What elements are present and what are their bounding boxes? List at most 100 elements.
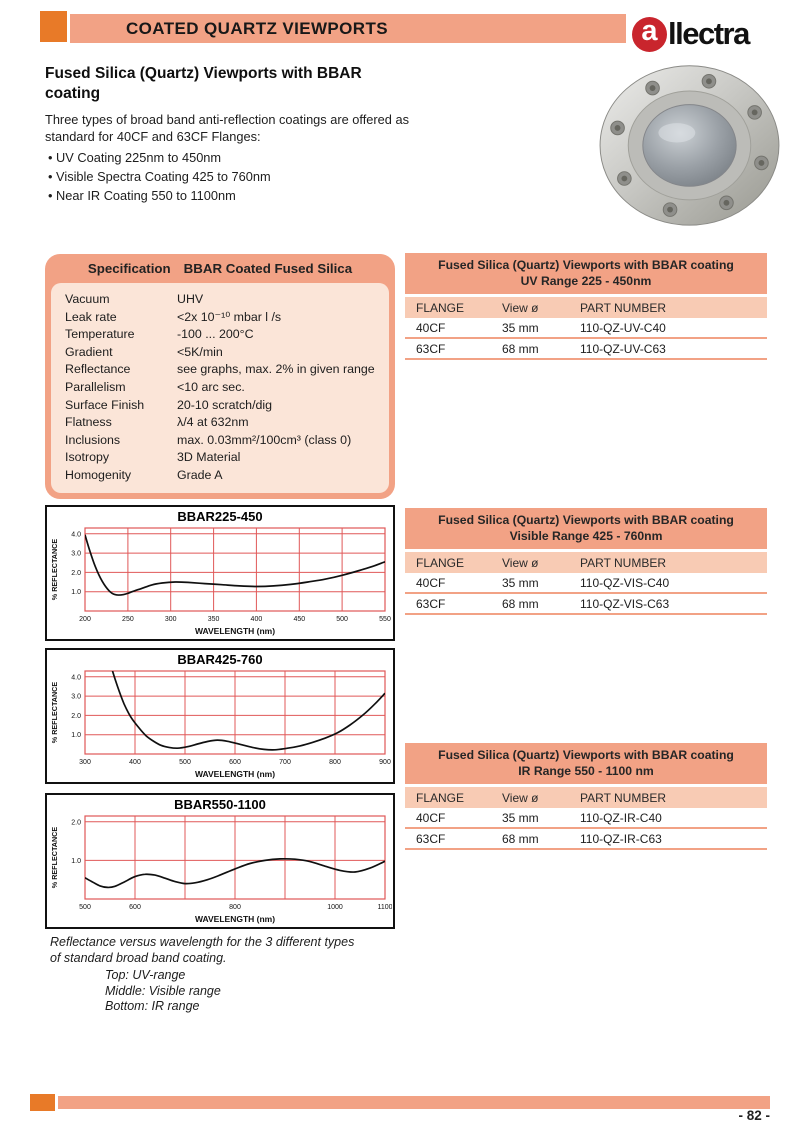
spec-row: Surface Finish 20-10 scratch/dig (65, 397, 379, 415)
cell-view-diameter: 68 mm (502, 341, 539, 356)
svg-text:200: 200 (79, 616, 91, 623)
spec-label: Temperature (65, 327, 135, 342)
coating-bullet-list: UV Coating 225nm to 450nm Visible Spectr… (48, 148, 271, 205)
spec-label: Leak rate (65, 309, 117, 324)
svg-text:1000: 1000 (327, 904, 343, 911)
chart-visible-plot: 1.0 2.0 3.0 4.0 300 400 500 600 700 800 900 WAVELEN… (48, 667, 393, 779)
spec-value: max. 0.03mm²/100cm³ (class 0) (177, 432, 352, 447)
spec-box-title: Specification BBAR Coated Fused Silica (45, 254, 395, 283)
svg-text:1.0: 1.0 (71, 732, 81, 739)
spec-title-left: Specification (87, 261, 171, 276)
svg-text:4.0: 4.0 (71, 531, 81, 538)
chart-title: BBAR550-1100 (174, 797, 266, 812)
spec-label: Isotropy (65, 450, 110, 465)
cell-view-diameter: 35 mm (502, 575, 539, 590)
spec-value: 3D Material (177, 450, 241, 465)
spec-label: Inclusions (65, 432, 121, 447)
svg-text:1.0: 1.0 (71, 589, 81, 596)
svg-text:2.0: 2.0 (71, 819, 81, 826)
figure-caption: Reflectance versus wavelength for the 3 … (50, 934, 354, 966)
bullet-item: UV Coating 225nm to 450nm (48, 148, 271, 167)
svg-text:300: 300 (79, 759, 91, 766)
chart-ir-box: BBAR550-1100 1.0 2.0 500 600 800 1000 1100 WAVE… (45, 793, 395, 929)
svg-text:350: 350 (208, 616, 220, 623)
spec-label: Surface Finish (65, 397, 145, 412)
chart-title: BBAR225-450 (177, 509, 263, 524)
table-row: 40CF 35 mm 110-QZ-UV-C40 (405, 318, 767, 339)
cell-part-number: 110-QZ-VIS-C63 (580, 596, 670, 611)
chart-uv-plot: 1.0 2.0 3.0 4.0 200 250 300 350 400 450 500 550 WAVE… (48, 524, 393, 636)
table-row: 63CF 68 mm 110-QZ-VIS-C63 (405, 594, 767, 615)
col-part-number: PART NUMBER (580, 300, 667, 315)
svg-text:800: 800 (329, 759, 341, 766)
spec-row: Temperature -100 ... 200°C (65, 326, 379, 344)
col-part-number: PART NUMBER (580, 555, 667, 570)
table-title-line2: UV Range 225 - 450nm (520, 273, 652, 288)
svg-text:2.0: 2.0 (71, 713, 81, 720)
flange-photo (599, 65, 780, 226)
caption-sub-line: Top: UV-range (105, 968, 186, 982)
col-view-diameter: View ø (502, 300, 539, 315)
spec-value: λ/4 at 632nm (177, 415, 249, 430)
spec-label: Flatness (65, 415, 112, 430)
spec-label: Parallelism (65, 379, 126, 394)
spec-box-body: Vacuum UHV Leak rate <2x 10⁻¹⁰ mbar l /s T… (51, 283, 389, 493)
cell-part-number: 110-QZ-IR-C40 (580, 810, 662, 825)
svg-text:% REFLECTANCE: % REFLECTANCE (50, 539, 59, 601)
caption-line: of standard broad band coating. (50, 951, 227, 965)
logo-text: llectra (668, 16, 750, 51)
spec-value: see graphs, max. 2% in given range (177, 362, 375, 377)
svg-text:4.0: 4.0 (71, 674, 81, 681)
chart-uv-box: BBAR225-450 1.0 2.0 3.0 4.0 200 250 300 350 400 4… (45, 505, 395, 641)
table-title-line1: Fused Silica (Quartz) Viewports with BBA… (438, 258, 734, 272)
svg-text:500: 500 (336, 616, 348, 623)
svg-text:800: 800 (229, 904, 241, 911)
cell-view-diameter: 35 mm (502, 810, 539, 825)
spec-value: UHV (177, 292, 204, 306)
svg-text:1100: 1100 (377, 904, 392, 911)
spec-value: -100 ... 200°C (177, 327, 254, 342)
spec-label: Vacuum (65, 292, 110, 306)
svg-text:400: 400 (129, 759, 141, 766)
caption-sub-line: Middle: Visible range (105, 983, 221, 998)
caption-sub-line: Bottom: IR range (105, 999, 200, 1013)
cell-flange: 40CF (416, 320, 446, 335)
svg-text:WAVELENGTH (nm): WAVELENGTH (nm) (195, 769, 275, 779)
spec-value: <5K/min (177, 344, 223, 359)
table-title-line2: IR Range 550 - 1100 nm (518, 763, 654, 778)
chart-title: BBAR425-760 (177, 652, 263, 667)
table-visible: Fused Silica (Quartz) Viewports with BBA… (405, 508, 767, 615)
svg-text:1.0: 1.0 (71, 858, 81, 865)
table-title-line1: Fused Silica (Quartz) Viewports with BBA… (438, 513, 734, 527)
page-header-bar: COATED QUARTZ VIEWPORTS (70, 14, 626, 43)
allectra-logo: a llectra (632, 15, 750, 52)
col-flange: FLANGE (416, 790, 465, 805)
table-uv: Fused Silica (Quartz) Viewports with BBA… (405, 253, 767, 360)
cell-flange: 63CF (416, 831, 446, 846)
spec-row: Isotropy 3D Material (65, 449, 379, 467)
logo-initial: a (641, 15, 658, 47)
table-title-line2: Visible Range 425 - 760nm (509, 528, 663, 543)
cell-flange: 40CF (416, 575, 446, 590)
svg-text:WAVELENGTH (nm): WAVELENGTH (nm) (195, 914, 275, 924)
spec-value: Grade A (177, 467, 223, 482)
svg-text:700: 700 (279, 759, 291, 766)
svg-text:600: 600 (229, 759, 241, 766)
spec-row: Leak rate <2x 10⁻¹⁰ mbar l /s (65, 309, 379, 327)
cell-flange: 63CF (416, 341, 446, 356)
cell-part-number: 110-QZ-UV-C40 (580, 320, 666, 335)
page-number: - 82 - (738, 1108, 770, 1123)
cell-part-number: 110-QZ-UV-C63 (580, 341, 666, 356)
svg-text:500: 500 (79, 904, 91, 911)
col-part-number: PART NUMBER (580, 790, 667, 805)
spec-label: Homogenity (65, 467, 132, 482)
cell-view-diameter: 68 mm (502, 596, 539, 611)
table-title: Fused Silica (Quartz) Viewports with BBA… (405, 743, 767, 784)
svg-text:3.0: 3.0 (71, 694, 81, 701)
table-row: 63CF 68 mm 110-QZ-UV-C63 (405, 339, 767, 360)
svg-text:3.0: 3.0 (71, 551, 81, 558)
col-view-diameter: View ø (502, 790, 539, 805)
caption-line: Reflectance versus wavelength for the 3 … (50, 935, 355, 949)
svg-text:WAVELENGTH (nm): WAVELENGTH (nm) (195, 626, 275, 636)
spec-label: Gradient (65, 344, 113, 359)
